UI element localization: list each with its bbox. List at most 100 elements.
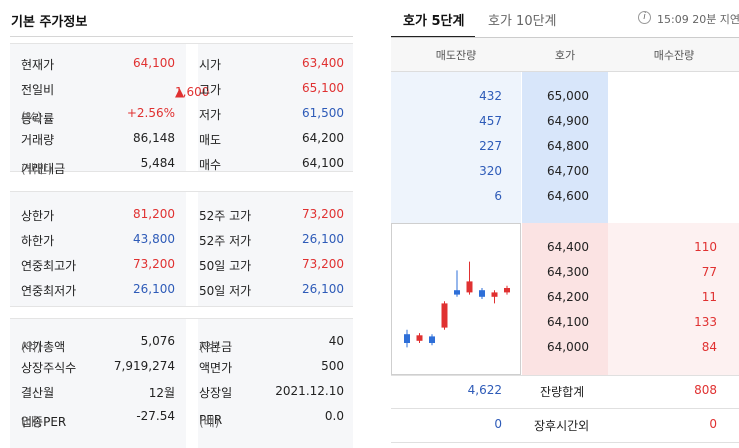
per-value: 0.0 (324, 409, 344, 423)
ask-price-1[interactable]: 65,000 (547, 89, 589, 103)
info-row-listed-shares: 상장주식수 7,919,274 액면가 500 (10, 355, 353, 380)
52w-low-value: 26,100 (302, 232, 344, 246)
change-label: 전일비 (21, 83, 55, 97)
fiscal-month-value: 12월 (148, 386, 175, 400)
bid-qty-3[interactable]: 11 (701, 290, 717, 304)
upper-limit-value: 81,200 (133, 207, 175, 221)
bid-qty-5[interactable]: 84 (701, 340, 717, 354)
ask-price-value: 64,200 (302, 131, 344, 145)
bid-price-3[interactable]: 64,200 (547, 290, 589, 304)
market-cap-value: 5,076 (140, 334, 175, 348)
ask-total-value: 4,622 (467, 383, 502, 397)
info-row-change-rate: 등락률 (%) +2.56% 저가 61,500 (21, 106, 344, 126)
orderbook-panel: 호가 5단계 호가 10단계 i 15:09 20분 지연 매도잔량 호가 매수… (391, 0, 739, 448)
info-row-market-cap: 시가총액 (억) 5,076 자본금 (억) 40 (21, 334, 344, 354)
mini-chart-box (391, 223, 521, 375)
candle-body (454, 290, 460, 295)
candle-body (441, 303, 448, 328)
fiscal-month-label: 결산월 (21, 386, 55, 400)
bid-qty-column (608, 223, 739, 375)
info-row-current-price: 현재가 64,100 시가 63,400 (10, 52, 353, 77)
ask-qty-1[interactable]: 432 (479, 89, 502, 103)
ask-price-label: 매도 (199, 133, 222, 147)
52w-high-value: 73,200 (302, 207, 344, 221)
ask-qty-2[interactable]: 457 (479, 114, 502, 128)
par-value-value: 500 (321, 359, 344, 373)
basic-info-panel: 기본 주가정보 현재가 64,100 시가 63,400 전일비 ▲ 1,600 … (0, 0, 362, 448)
current-price-label: 현재가 (21, 58, 55, 72)
basic-info-title: 기본 주가정보 (11, 15, 88, 30)
candle-body (504, 288, 510, 293)
totals-label: 잔량합계 (540, 385, 585, 399)
company-info-section: 시가총액 (억) 5,076 자본금 (억) 40 상장주식수 7,919,274 … (10, 318, 353, 448)
header-price: 호가 (554, 49, 576, 62)
listed-shares-value: 7,919,274 (113, 359, 175, 373)
up-arrow-icon: ▲ (175, 85, 185, 99)
bid-price-2[interactable]: 64,300 (547, 265, 589, 279)
listing-date-label: 상장일 (199, 386, 233, 400)
tabs-divider (391, 37, 739, 38)
50d-high-value: 73,200 (302, 257, 344, 271)
ask-price-5[interactable]: 64,600 (547, 189, 589, 203)
52w-high-label: 52주 고가 (199, 209, 252, 223)
volume-value: 86,148 (133, 131, 175, 145)
column-gap (186, 192, 198, 306)
bid-total-value: 808 (694, 383, 717, 397)
capital-value: 40 (328, 334, 344, 348)
after-hours-label: 장후시간외 (534, 419, 590, 433)
open-price-value: 63,400 (302, 56, 344, 70)
info-row-lower-limit: 하한가 43,800 52주 저가 26,100 (10, 228, 353, 253)
mini-candle-chart (404, 261, 510, 348)
after-hours-ask-value: 0 (494, 417, 502, 431)
orderbook-header: 매도잔량 호가 매수잔량 (391, 38, 739, 72)
ask-qty-5[interactable]: 6 (494, 189, 502, 203)
low-price-label: 저가 (199, 108, 222, 122)
ask-price-3[interactable]: 64,800 (547, 139, 589, 153)
50d-low-label: 50일 저가 (199, 284, 252, 298)
high-price-value: 65,100 (302, 81, 344, 95)
ask-qty-4[interactable]: 320 (479, 164, 502, 178)
tab-10-levels[interactable]: 호가 10단계 (488, 14, 557, 29)
ask-price-2[interactable]: 64,900 (547, 114, 589, 128)
ask-price-4[interactable]: 64,700 (547, 164, 589, 178)
column-gap (186, 44, 198, 171)
high-price-label: 고가 (199, 83, 222, 97)
bid-price-value: 64,100 (302, 156, 344, 170)
ask-qty-3[interactable]: 227 (479, 139, 502, 153)
bid-qty-4[interactable]: 133 (694, 315, 717, 329)
bid-price-1[interactable]: 64,400 (547, 240, 589, 254)
totals-top-divider (391, 375, 739, 376)
trade-value-value: 5,484 (140, 156, 175, 170)
par-value-label: 액면가 (199, 361, 233, 375)
delay-notice: 15:09 20분 지연 (657, 13, 739, 26)
candle-body (404, 334, 410, 343)
industry-per-value: -27.54 (136, 409, 175, 423)
info-row-volume: 거래량 86,148 매도 64,200 (10, 127, 353, 152)
info-row-upper-limit: 상한가 81,200 52주 고가 73,200 (10, 203, 353, 228)
info-row-fiscal-month: 결산월 12월 상장일 2021.12.10 (10, 380, 353, 405)
50d-high-label: 50일 고가 (199, 259, 252, 273)
bid-price-5[interactable]: 64,000 (547, 340, 589, 354)
header-ask-qty: 매도잔량 (435, 49, 477, 62)
change-rate-value: +2.56% (126, 106, 175, 120)
low-price-value: 61,500 (302, 106, 344, 120)
candle-body (429, 336, 435, 343)
candle-body (466, 281, 473, 293)
listing-date-value: 2021.12.10 (275, 384, 344, 398)
bid-price-4[interactable]: 64,100 (547, 315, 589, 329)
orderbook-tabs: 호가 5단계 호가 10단계 i 15:09 20분 지연 (391, 0, 739, 38)
title-divider (10, 36, 353, 37)
ask-qty-column (391, 72, 521, 223)
lower-limit-value: 43,800 (133, 232, 175, 246)
info-icon[interactable]: i (638, 11, 651, 24)
info-row-trade-value: 거래대금 (백만) 5,484 매수 64,100 (21, 156, 344, 176)
52w-low-label: 52주 저가 (199, 234, 252, 248)
info-row-year-high: 연중최고가 73,200 50일 고가 73,200 (10, 253, 353, 278)
volume-label: 거래량 (21, 133, 55, 147)
info-row-change: 전일비 ▲ 1,600 고가 65,100 (21, 81, 344, 99)
bid-qty-1[interactable]: 110 (694, 240, 717, 254)
after-hours-divider (391, 442, 739, 443)
tab-5-levels[interactable]: 호가 5단계 (403, 14, 465, 29)
price-summary-section: 현재가 64,100 시가 63,400 전일비 ▲ 1,600 고가 65,10… (10, 43, 353, 176)
bid-qty-2[interactable]: 77 (701, 265, 717, 279)
